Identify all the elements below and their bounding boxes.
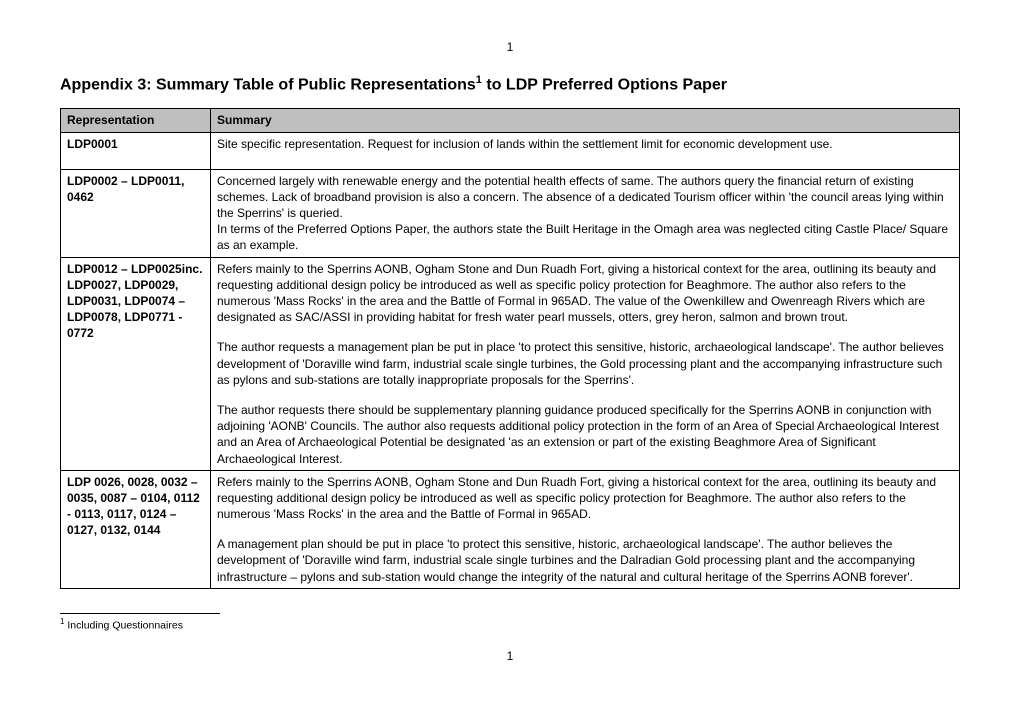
table-row: LDP 0026, 0028, 0032 – 0035, 0087 – 0104… [61, 470, 960, 588]
cell-summary: Site specific representation. Request fo… [211, 132, 960, 169]
table-row: LDP0001 Site specific representation. Re… [61, 132, 960, 169]
summary-paragraph: Site specific representation. Request fo… [217, 136, 953, 152]
title-suffix: to LDP Preferred Options Paper [482, 76, 727, 93]
cell-summary: Refers mainly to the Sperrins AONB, Ogha… [211, 257, 960, 470]
representations-table: Representation Summary LDP0001 Site spec… [60, 108, 960, 589]
page-title: Appendix 3: Summary Table of Public Repr… [60, 74, 960, 94]
table-header-row: Representation Summary [61, 109, 960, 132]
summary-paragraph: Refers mainly to the Sperrins AONB, Ogha… [217, 261, 953, 326]
cell-summary: Concerned largely with renewable energy … [211, 169, 960, 257]
summary-paragraph: The author requests a management plan be… [217, 339, 953, 388]
page-number-top: 1 [60, 40, 960, 54]
footnote-text: Including Questionnaires [64, 619, 183, 631]
summary-paragraph: In terms of the Preferred Options Paper,… [217, 221, 953, 253]
footnote: 1 Including Questionnaires [60, 617, 960, 632]
title-prefix: Appendix 3: Summary Table of Public Repr… [60, 76, 476, 93]
header-summary: Summary [211, 109, 960, 132]
summary-paragraph: The author requests there should be supp… [217, 402, 953, 467]
summary-paragraph: Refers mainly to the Sperrins AONB, Ogha… [217, 474, 953, 523]
summary-paragraph: Concerned largely with renewable energy … [217, 173, 953, 222]
cell-representation: LDP0012 – LDP0025inc. LDP0027, LDP0029, … [61, 257, 211, 470]
summary-paragraph: A management plan should be put in place… [217, 536, 953, 585]
cell-representation: LDP0001 [61, 132, 211, 169]
header-representation: Representation [61, 109, 211, 132]
table-row: LDP0002 – LDP0011, 0462 Concerned largel… [61, 169, 960, 257]
footnote-separator [60, 613, 220, 614]
table-row: LDP0012 – LDP0025inc. LDP0027, LDP0029, … [61, 257, 960, 470]
page-number-bottom: 1 [60, 649, 960, 663]
cell-representation: LDP0002 – LDP0011, 0462 [61, 169, 211, 257]
cell-representation: LDP 0026, 0028, 0032 – 0035, 0087 – 0104… [61, 470, 211, 588]
cell-summary: Refers mainly to the Sperrins AONB, Ogha… [211, 470, 960, 588]
